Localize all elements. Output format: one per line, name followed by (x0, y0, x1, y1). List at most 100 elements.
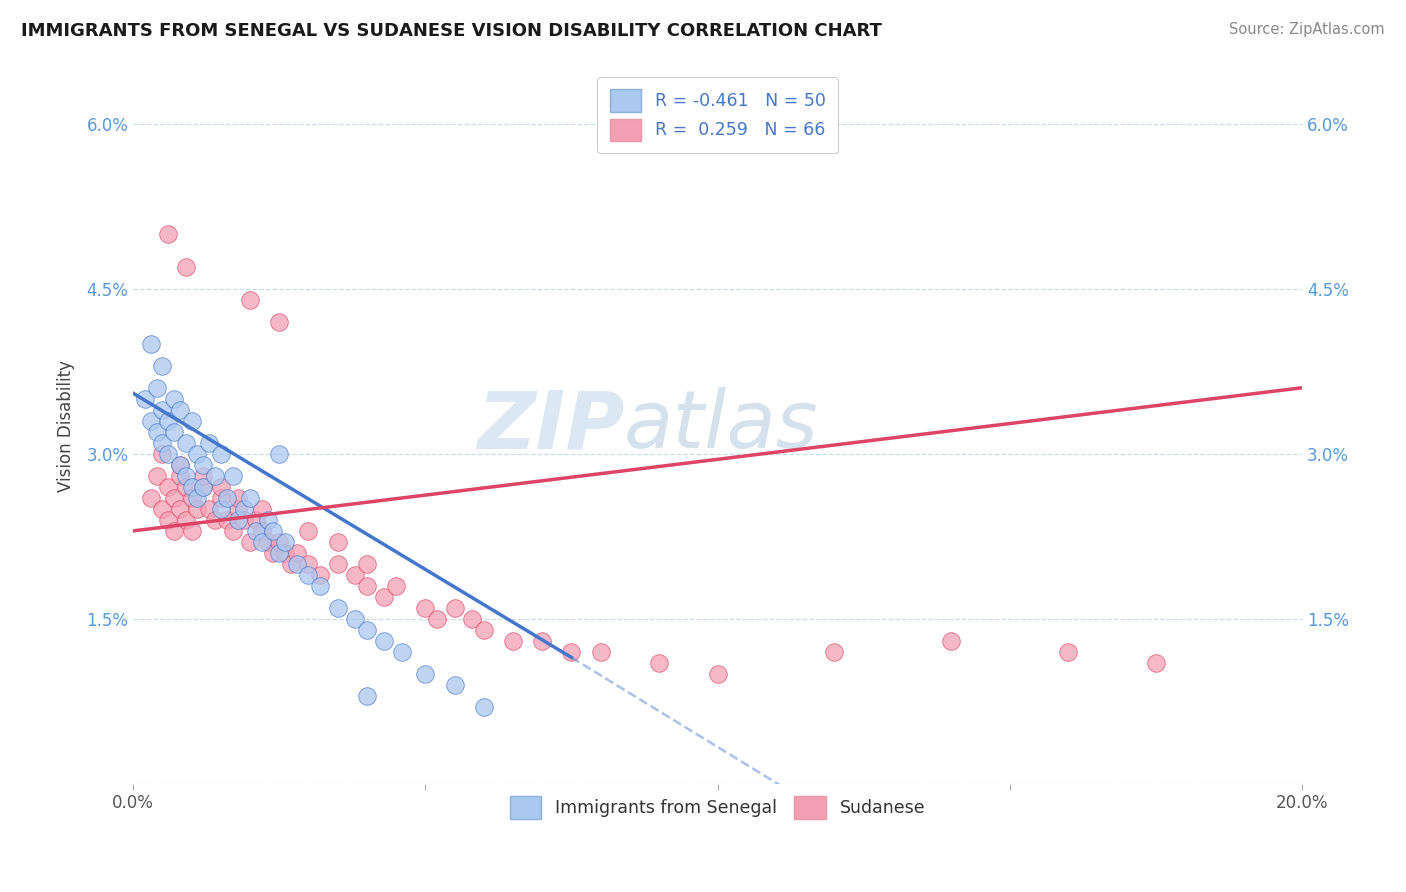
Point (150, 402, 173, 417)
Point (1144, 656, 1167, 670)
Text: Source: ZipAtlas.com: Source: ZipAtlas.com (1229, 22, 1385, 37)
Point (150, 501, 173, 516)
Point (941, 634, 963, 648)
Point (215, 513, 238, 527)
Point (145, 468, 167, 483)
Point (589, 645, 612, 659)
Point (193, 468, 215, 483)
Point (560, 645, 582, 659)
Point (250, 501, 273, 516)
Point (169, 402, 191, 417)
Point (180, 491, 202, 505)
Point (245, 513, 267, 527)
Point (472, 623, 495, 637)
Point (228, 513, 250, 527)
Point (356, 623, 378, 637)
Point (256, 513, 278, 527)
Point (344, 568, 367, 582)
Point (239, 491, 262, 505)
Point (385, 579, 408, 593)
Point (706, 667, 728, 681)
Point (150, 435, 173, 450)
Point (309, 579, 332, 593)
Point (326, 601, 349, 615)
Point (186, 447, 208, 461)
Point (648, 656, 671, 670)
Point (326, 557, 349, 571)
Point (157, 227, 180, 241)
Point (262, 546, 284, 560)
Point (461, 612, 484, 626)
Point (174, 260, 197, 274)
Point (209, 447, 232, 461)
Point (169, 458, 191, 472)
Point (373, 634, 395, 648)
Legend: Immigrants from Senegal, Sudanese: Immigrants from Senegal, Sudanese (503, 789, 932, 825)
Point (502, 634, 524, 648)
Point (204, 468, 226, 483)
Point (531, 634, 554, 648)
Point (228, 501, 250, 516)
Point (344, 612, 367, 626)
Point (193, 458, 215, 472)
Point (145, 381, 167, 395)
Point (233, 513, 256, 527)
Point (145, 425, 167, 439)
Point (262, 524, 284, 538)
Point (180, 414, 202, 428)
Point (163, 524, 186, 538)
Point (274, 535, 297, 549)
Text: atlas: atlas (624, 387, 818, 466)
Point (186, 491, 208, 505)
Point (150, 447, 173, 461)
Point (356, 579, 378, 593)
Point (472, 700, 495, 714)
Point (269, 546, 291, 560)
Point (134, 392, 156, 406)
Point (309, 568, 332, 582)
Point (415, 667, 437, 681)
Point (186, 501, 208, 516)
Point (221, 524, 243, 538)
Point (1057, 645, 1080, 659)
Point (356, 557, 378, 571)
Point (239, 535, 262, 549)
Point (221, 468, 243, 483)
Point (169, 458, 191, 472)
Point (174, 435, 197, 450)
Point (204, 513, 226, 527)
Point (180, 480, 202, 494)
Point (180, 524, 202, 538)
Point (415, 601, 437, 615)
Point (174, 468, 197, 483)
Point (426, 612, 449, 626)
Point (233, 501, 256, 516)
Point (285, 557, 308, 571)
Point (443, 678, 465, 692)
Point (209, 480, 232, 494)
Point (228, 491, 250, 505)
Point (356, 689, 378, 703)
Point (163, 491, 186, 505)
Point (326, 535, 349, 549)
Point (269, 447, 291, 461)
Point (193, 480, 215, 494)
Point (250, 524, 273, 538)
Point (157, 414, 180, 428)
Point (245, 524, 267, 538)
Point (297, 524, 319, 538)
Point (269, 315, 291, 329)
Text: IMMIGRANTS FROM SENEGAL VS SUDANESE VISION DISABILITY CORRELATION CHART: IMMIGRANTS FROM SENEGAL VS SUDANESE VISI… (21, 22, 882, 40)
Point (373, 590, 395, 604)
Point (169, 501, 191, 516)
Point (157, 480, 180, 494)
Point (443, 601, 465, 615)
Point (285, 546, 308, 560)
Point (198, 435, 221, 450)
Point (163, 392, 186, 406)
Point (391, 645, 413, 659)
Point (297, 557, 319, 571)
Point (823, 645, 845, 659)
Point (163, 425, 186, 439)
Point (215, 491, 238, 505)
